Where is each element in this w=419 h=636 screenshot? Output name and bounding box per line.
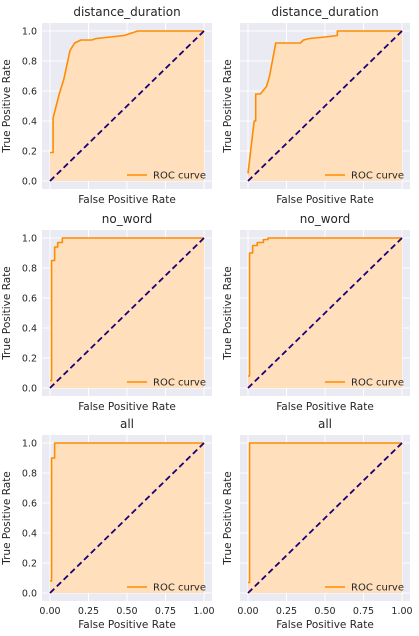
y-tick-label: 0.4 <box>22 117 37 128</box>
chance-diagonal-line <box>49 237 205 389</box>
roc-curve-line <box>248 442 402 584</box>
y-tick-label: 0.8 <box>22 57 37 68</box>
roc-panel-5: all 0.0 0.2 0.4 0.6 0.8 1.0 0.00 0.25 0.50 0.75 1.0… <box>1 417 215 631</box>
legend-label: ROC curve <box>351 583 404 594</box>
chart-title: all <box>318 417 332 431</box>
x-axis-label: False Positive Rate <box>78 619 176 631</box>
roc-curve-line <box>248 237 402 377</box>
legend: ROC curve <box>127 378 206 389</box>
chance-diagonal-line <box>49 442 205 594</box>
chance-diagonal-line <box>247 442 403 594</box>
chance-diagonal-line <box>247 237 403 389</box>
legend-label: ROC curve <box>351 378 404 389</box>
legend-label: ROC curve <box>351 171 404 182</box>
x-tick-label: 0.50 <box>314 606 335 617</box>
y-tick-label: 1.0 <box>22 27 37 38</box>
y-tick-label: 0.0 <box>22 177 37 188</box>
y-tick-label: 0.8 <box>22 469 37 480</box>
legend: ROC curve <box>325 171 404 182</box>
y-tick-label: 0.6 <box>22 294 37 305</box>
chart-title: all <box>120 417 134 431</box>
y-tick-label: 0.2 <box>22 559 37 570</box>
y-tick-label: 0.2 <box>22 147 37 158</box>
roc-panel-1: distance_duration 0.0 0.2 0.4 0.6 0.8 1.0 False… <box>1 5 212 206</box>
y-tick-label: 1.0 <box>22 234 37 245</box>
legend: ROC curve <box>325 378 404 389</box>
legend-label: ROC curve <box>153 378 206 389</box>
legend: ROC curve <box>325 583 404 594</box>
x-tick-label: 1.00 <box>391 606 412 617</box>
roc-curve-line <box>50 30 204 154</box>
y-axis-label: True Positive Rate <box>222 471 234 566</box>
legend-label: ROC curve <box>153 583 206 594</box>
roc-curve-line <box>50 237 204 382</box>
y-tick-label: 0.6 <box>22 87 37 98</box>
y-tick-label: 0.4 <box>22 529 37 540</box>
x-tick-label: 1.00 <box>193 606 214 617</box>
chance-diagonal-line <box>247 30 403 182</box>
chart-title: distance_duration <box>73 5 180 19</box>
y-tick-label: 0.2 <box>22 354 37 365</box>
chart-title: no_word <box>102 212 152 226</box>
y-tick-label: 0.0 <box>22 589 37 600</box>
legend: ROC curve <box>127 171 206 182</box>
chart-title: distance_duration <box>271 5 378 19</box>
chance-diagonal-line <box>49 30 205 182</box>
y-tick-label: 0.4 <box>22 324 37 335</box>
y-axis-label: True Positive Rate <box>222 266 234 361</box>
x-axis-label: False Positive Rate <box>78 401 176 413</box>
x-axis-label: False Positive Rate <box>276 619 374 631</box>
chart-title: no_word <box>300 212 350 226</box>
x-tick-label: 0.00 <box>237 606 258 617</box>
roc-curve-line <box>247 30 402 174</box>
legend: ROC curve <box>127 583 206 594</box>
x-axis-label: False Positive Rate <box>78 194 176 206</box>
x-tick-label: 0.75 <box>155 606 176 617</box>
x-tick-label: 0.75 <box>353 606 374 617</box>
y-tick-label: 1.0 <box>22 439 37 450</box>
y-tick-label: 0.6 <box>22 499 37 510</box>
legend-label: ROC curve <box>153 171 206 182</box>
x-axis-label: False Positive Rate <box>276 194 374 206</box>
x-tick-label: 0.00 <box>39 606 60 617</box>
x-tick-label: 0.25 <box>276 606 297 617</box>
y-tick-label: 0.8 <box>22 264 37 275</box>
roc-panel-4: no_word False Positive Rate True Positive … <box>222 212 410 413</box>
y-axis-label: True Positive Rate <box>1 59 13 154</box>
y-axis-label: True Positive Rate <box>222 59 234 154</box>
x-axis-label: False Positive Rate <box>276 401 374 413</box>
roc-panel-6: all 0.00 0.25 0.50 0.75 1.00 False Positive Ra… <box>222 417 413 631</box>
x-tick-label: 0.25 <box>78 606 99 617</box>
y-axis-label: True Positive Rate <box>1 471 13 566</box>
roc-panel-3: no_word 0.0 0.2 0.4 0.6 0.8 1.0 False Positive … <box>1 212 212 413</box>
y-tick-label: 0.0 <box>22 384 37 395</box>
x-tick-label: 0.50 <box>116 606 137 617</box>
roc-panel-2: distance_duration False Positive Rate True… <box>222 5 410 206</box>
roc-curve-line <box>50 442 204 582</box>
y-axis-label: True Positive Rate <box>1 266 13 361</box>
